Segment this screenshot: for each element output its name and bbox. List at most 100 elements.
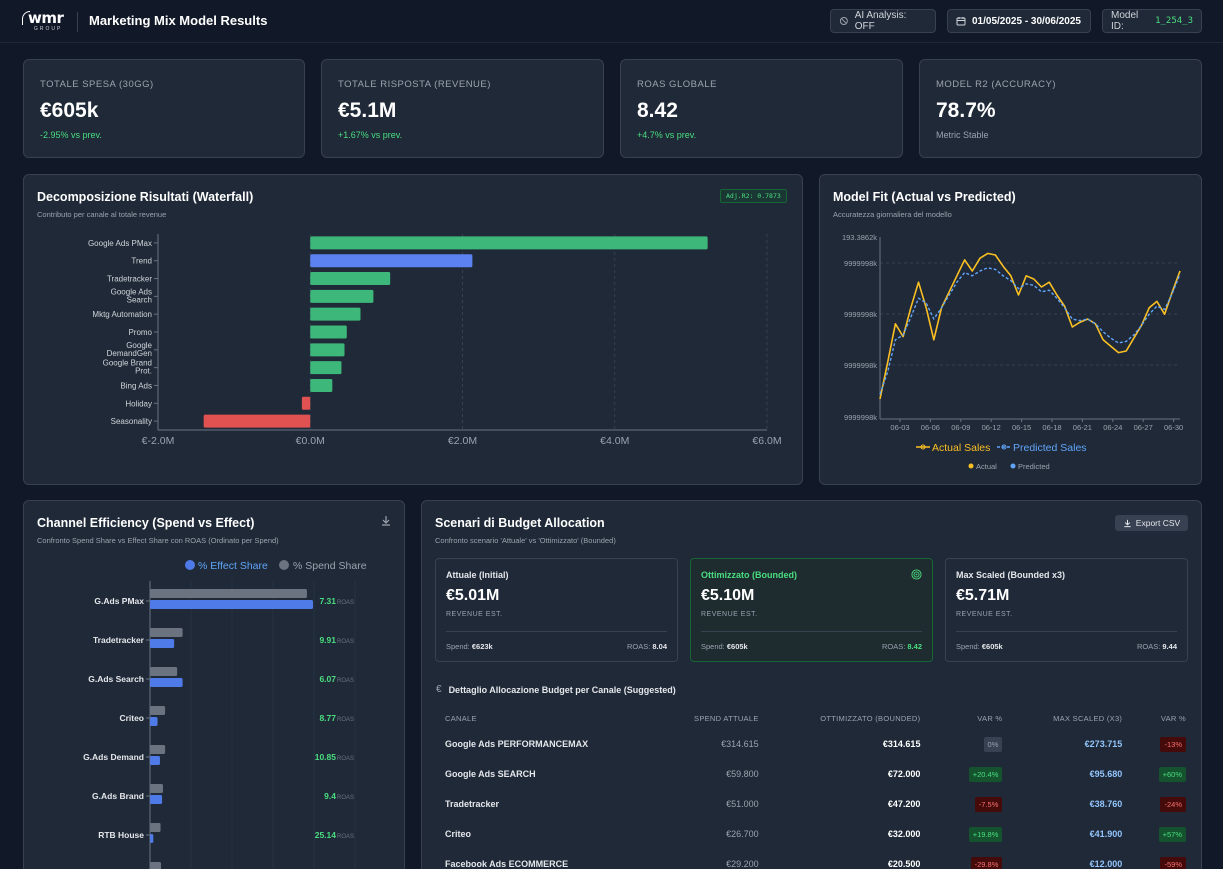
model-fit-title: Model Fit (Actual vs Predicted): [833, 190, 1016, 204]
roas-suffix: ROAS: [337, 756, 354, 762]
scenario-roas: ROAS: 9.44: [1137, 642, 1177, 651]
waterfall-bar[interactable]: [310, 378, 333, 392]
predicted-sales-line[interactable]: [879, 267, 1181, 395]
scenario-roas-value: 8.42: [907, 642, 922, 651]
download-icon[interactable]: [380, 515, 392, 527]
waterfall-bar[interactable]: [310, 236, 708, 250]
spend-share-bar[interactable]: [150, 784, 163, 793]
wmr-logo[interactable]: wmr GROUP: [22, 9, 70, 33]
mini-actual-label: Actual: [976, 462, 997, 471]
var-max-scaled: -59%: [1122, 849, 1196, 869]
roas-value: 9.4: [324, 791, 336, 801]
spend-share-bar[interactable]: [150, 745, 166, 754]
scenario-card-optimized[interactable]: Ottimizzato (Bounded) €5.10M REVENUE EST…: [690, 558, 933, 662]
table-row[interactable]: Criteo €26.700 €32.000 +19.8% €41.900 +57%: [435, 819, 1196, 849]
scenario-divider: [446, 631, 667, 632]
waterfall-bar[interactable]: [310, 361, 342, 375]
effect-share-bar[interactable]: [150, 795, 163, 804]
waterfall-bar[interactable]: [310, 289, 374, 303]
scenario-name: Max Scaled (Bounded x3): [956, 570, 1066, 580]
col-spend-current: SPEND ATTUALE: [694, 713, 759, 723]
kpi-value: €605k: [40, 99, 99, 122]
effect-share-bar[interactable]: [150, 639, 175, 648]
scenario-roas-label: ROAS:: [881, 642, 906, 651]
waterfall-y-label: Google: [126, 341, 152, 350]
spend-optimized: €47.200: [887, 799, 921, 809]
scenario-spend-label: Spend:: [701, 642, 725, 651]
table-row[interactable]: Tradetracker €51.000 €47.200 -7.5% €38.760 -2…: [435, 789, 1196, 819]
waterfall-y-label: Trend: [131, 257, 152, 266]
waterfall-title: Decomposizione Risultati (Waterfall): [37, 190, 254, 204]
kpi-card-revenue: TOTALE RISPOSTA (REVENUE) €5.1M +1.67% v…: [321, 59, 604, 158]
model-fit-legend[interactable]: Actual Sales Predicted Sales Actual Pred…: [916, 442, 1087, 471]
table-row[interactable]: Facebook Ads ECOMMERCE €29.200 €20.500 -29.…: [435, 849, 1196, 869]
spend-share-bar[interactable]: [150, 589, 307, 598]
waterfall-bar[interactable]: [203, 414, 311, 428]
waterfall-y-label: Search: [127, 295, 152, 304]
spend-share-bar[interactable]: [150, 823, 161, 832]
waterfall-bar[interactable]: [310, 272, 391, 286]
var-pill: +57%: [1158, 826, 1186, 842]
euro-icon: €: [436, 684, 442, 695]
fit-x-tick: 06-03: [890, 423, 909, 432]
waterfall-x-tick: €-2.0M: [142, 435, 175, 447]
kpi-card-r2: MODEL R2 (ACCURACY) 78.7% Metric Stable: [919, 59, 1202, 158]
efficiency-channel-label: RTB House: [98, 830, 144, 840]
var-pill: -24%: [1160, 796, 1186, 812]
spend-share-bar[interactable]: [150, 862, 161, 869]
waterfall-bar[interactable]: [310, 307, 361, 321]
spend-share-bar[interactable]: [150, 628, 183, 637]
efficiency-channel-label: Criteo: [119, 713, 144, 723]
waterfall-bar[interactable]: [301, 396, 311, 410]
date-range-picker[interactable]: 01/05/2025 - 30/06/2025: [947, 9, 1091, 33]
table-row[interactable]: Google Ads SEARCH €59.800 €72.000 +20.4% €95…: [435, 759, 1196, 789]
legend-actual-dot: [920, 444, 926, 450]
channel-name: Criteo: [445, 829, 472, 839]
export-csv-button[interactable]: Export CSV: [1115, 515, 1188, 531]
header-divider: [77, 12, 78, 32]
effect-share-bar[interactable]: [150, 717, 158, 726]
scenario-roas-label: ROAS:: [626, 642, 651, 651]
ai-brain-icon: [839, 17, 848, 25]
waterfall-bar[interactable]: [310, 325, 347, 339]
effect-share-bar[interactable]: [150, 834, 154, 843]
spend-optimized: €72.000: [887, 769, 921, 779]
scenario-card-max-scaled[interactable]: Max Scaled (Bounded x3) €5.71M REVENUE E…: [945, 558, 1188, 662]
efficiency-channel-label: Tradetracker: [93, 635, 145, 645]
channel-name: Facebook Ads ECOMMERCE: [445, 859, 569, 869]
spend-max-scaled: €95.680: [1089, 769, 1123, 779]
kpi-label: MODEL R2 (ACCURACY): [936, 79, 1056, 90]
spend-current: €314.615: [721, 739, 759, 749]
spend-current: €26.700: [726, 829, 759, 839]
efficiency-legend[interactable]: % Effect Share % Spend Share: [185, 560, 367, 572]
scenario-card-initial[interactable]: Attuale (Initial) €5.01M REVENUE EST. Sp…: [435, 558, 678, 662]
kpi-delta: Metric Stable: [936, 130, 989, 140]
spend-share-bar[interactable]: [150, 706, 166, 715]
spend-share-bar[interactable]: [150, 667, 178, 676]
var-max-scaled: +57%: [1122, 819, 1196, 849]
effect-share-bar[interactable]: [150, 600, 313, 609]
table-row[interactable]: Google Ads PERFORMANCEMAX €314.615 €314.61…: [435, 729, 1196, 759]
ai-analysis-toggle[interactable]: AI Analysis: OFF: [830, 9, 936, 33]
kpi-label: ROAS GLOBALE: [637, 79, 717, 90]
waterfall-y-label: Mktg Automation: [92, 310, 152, 319]
waterfall-bar[interactable]: [310, 343, 345, 357]
spend-max-scaled: €12.000: [1089, 859, 1123, 869]
spend-max-scaled: €41.900: [1089, 829, 1123, 839]
effect-share-bar[interactable]: [150, 756, 160, 765]
col-optimized: OTTIMIZZATO (BOUNDED): [820, 713, 921, 723]
logo-sub: GROUP: [34, 26, 63, 32]
effect-share-bar[interactable]: [150, 678, 183, 687]
waterfall-y-label: Google Brand: [103, 359, 152, 368]
kpi-value: €5.1M: [338, 99, 397, 122]
col-var-max: VAR %: [1160, 713, 1186, 723]
fit-x-tick: 06-24: [1103, 423, 1122, 432]
model-id-badge[interactable]: Model ID: 1_254_3: [1102, 9, 1202, 33]
waterfall-bar[interactable]: [310, 254, 473, 268]
actual-sales-line[interactable]: [879, 252, 1181, 400]
model-fit-panel: Model Fit (Actual vs Predicted) Accurate…: [819, 174, 1202, 485]
scenario-spend: Spend: €605k: [956, 642, 1003, 651]
fit-x-tick: 06-21: [1073, 423, 1092, 432]
scenario-divider: [701, 631, 922, 632]
legend-spend-label: % Spend Share: [293, 560, 367, 572]
